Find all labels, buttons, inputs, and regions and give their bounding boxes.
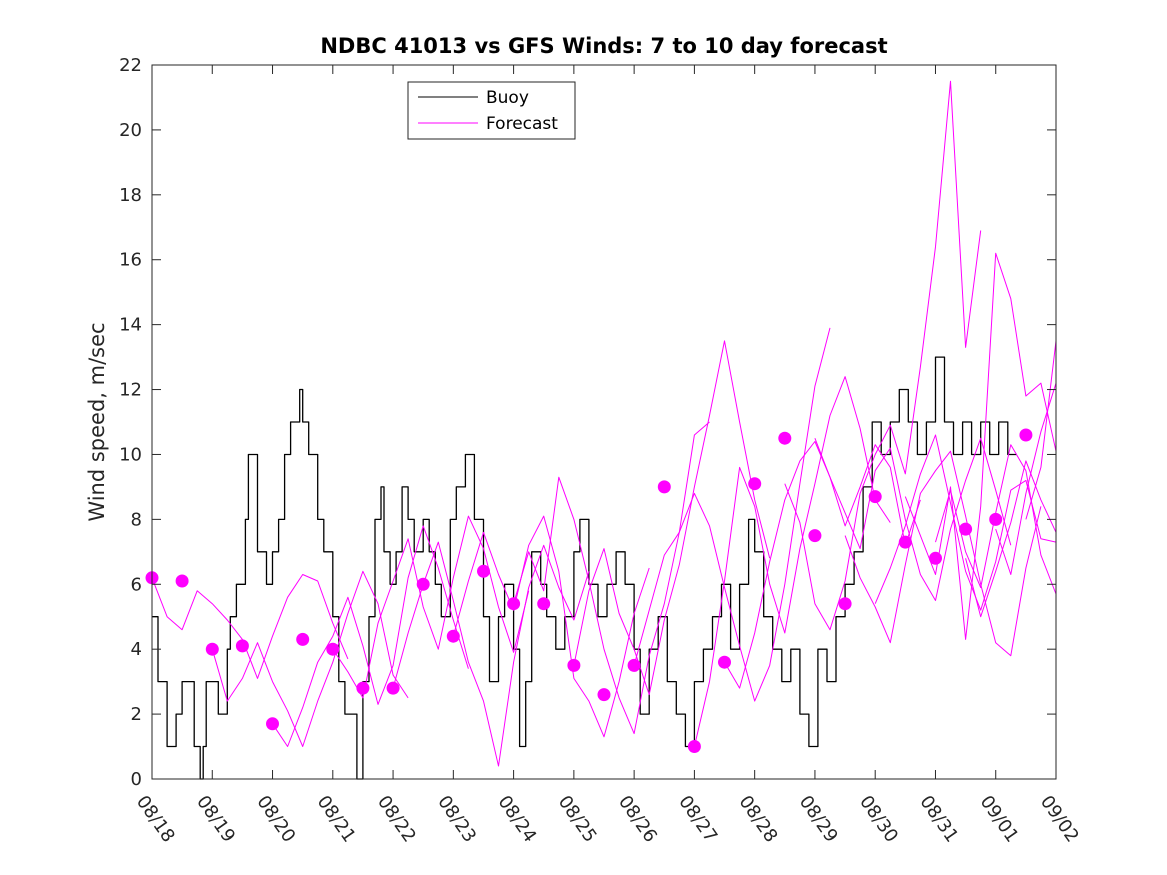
y-tick-label: 6 [131, 574, 142, 595]
legend-buoy-label: Buoy [486, 88, 529, 108]
forecast-start-point [687, 740, 701, 753]
forecast-series-line-14 [844, 450, 1042, 657]
forecast-series-line-18 [965, 460, 1057, 618]
series-layer [151, 80, 1057, 780]
y-axis-label: Wind speed, m/sec [85, 322, 109, 521]
forecast-start-point [356, 681, 370, 695]
marker-layer [145, 428, 1033, 753]
y-tick-label: 16 [119, 250, 142, 271]
forecast-start-point [778, 431, 792, 445]
forecast-series-line-15 [874, 434, 1057, 611]
forecast-series-line-20 [1025, 340, 1057, 520]
forecast-start-point [446, 629, 460, 643]
forecast-series-line-11 [724, 441, 921, 689]
forecast-series-line-19 [995, 382, 1057, 575]
forecast-start-point [416, 577, 430, 591]
forecast-start-point [326, 642, 340, 656]
forecast-series-line-13 [814, 437, 1012, 601]
forecast-start-point [1019, 428, 1033, 442]
y-tick-label: 8 [131, 509, 142, 530]
forecast-start-point [386, 681, 400, 695]
forecast-start-point [296, 632, 310, 646]
y-tick-label: 14 [119, 315, 142, 336]
y-tick-label: 20 [119, 120, 142, 141]
y-tick-label: 4 [131, 639, 142, 660]
forecast-start-point [898, 535, 912, 549]
plot-frame [151, 64, 1057, 780]
forecast-start-point [266, 717, 279, 731]
forecast-start-point [868, 490, 882, 504]
y-tick-label: 12 [119, 380, 142, 401]
buoy-series-line [152, 356, 1017, 780]
forecast-series-line-7 [513, 421, 710, 735]
forecast-start-point [477, 564, 490, 578]
forecast-start-point [838, 597, 852, 611]
forecast-start-point [175, 574, 189, 588]
y-tick-label: 22 [119, 55, 142, 76]
forecast-start-point [507, 597, 521, 611]
y-tick-label: 10 [119, 444, 142, 465]
forecast-start-point [959, 522, 973, 536]
legend-box [407, 81, 576, 140]
y-tick-label: 18 [119, 185, 142, 206]
chart-title: NDBC 41013 vs GFS Winds: 7 to 10 day for… [320, 34, 887, 58]
forecast-start-point [627, 658, 641, 672]
legend: Buoy Forecast [407, 81, 576, 140]
forecast-start-point [748, 477, 762, 491]
y-tick-label: 2 [131, 704, 142, 725]
forecast-start-point [205, 642, 219, 656]
forecast-start-point [567, 658, 581, 672]
forecast-series-line-9 [633, 327, 831, 702]
forecast-series-line-5 [392, 541, 590, 767]
forecast-series-line-1 [151, 574, 349, 679]
forecast-series-line-10 [693, 376, 891, 747]
forecast-start-point [808, 529, 822, 543]
forecast-start-point [597, 688, 611, 702]
forecast-start-point [657, 480, 671, 494]
forecast-start-point [537, 597, 551, 611]
forecast-start-point [989, 512, 1003, 526]
forecast-series-line-12 [784, 80, 982, 631]
forecast-start-point [235, 639, 249, 653]
legend-forecast-label: Forecast [486, 114, 558, 134]
forecast-series-line-3 [272, 525, 469, 747]
forecast-start-point [929, 551, 942, 565]
forecast-series-line-8 [573, 340, 771, 696]
forecast-start-point [718, 655, 731, 669]
forecast-series-line-2 [211, 570, 409, 747]
y-tick-label: 0 [131, 769, 142, 790]
plot-area [152, 65, 1056, 779]
